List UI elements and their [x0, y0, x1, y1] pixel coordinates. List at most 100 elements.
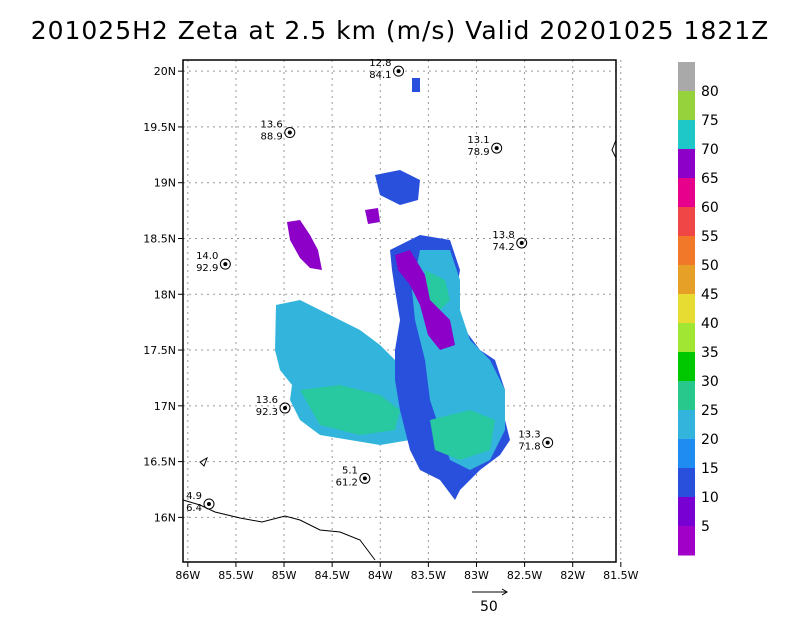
station-marker-inner [362, 476, 367, 481]
station-top-value: 13.3 [518, 430, 540, 441]
station-top-value: 13.1 [467, 135, 489, 146]
colorbar-swatch [678, 410, 695, 440]
station-bottom-value: 92.9 [196, 263, 218, 274]
coastline [182, 139, 617, 561]
colorbar-swatch [678, 62, 695, 92]
station-marker-outer [279, 402, 291, 414]
x-tick-label: 85.5W [218, 569, 253, 582]
station-marker-inner [545, 440, 550, 445]
colorbar-swatch [678, 497, 695, 527]
colorbar-label: 70 [701, 142, 719, 158]
y-tick-label: 18.5N [143, 232, 176, 245]
x-tick-label: 84W [368, 569, 393, 582]
station-top-value: 13.8 [492, 230, 514, 241]
station-marker-inner [282, 406, 287, 411]
station-bottom-value: 61.2 [336, 477, 358, 488]
station-plot: 12.884.1 [369, 58, 405, 81]
colorbar-label: 80 [701, 84, 719, 100]
station-plot: 13.874.2 [492, 230, 528, 253]
station-top-value: 4.9 [186, 491, 202, 502]
station-marker-inner [519, 240, 524, 245]
station-bottom-value: 74.2 [492, 242, 514, 253]
station-marker-inner [396, 69, 401, 74]
station-plot: 13.178.9 [467, 135, 503, 158]
station-marker-outer [516, 237, 528, 249]
colorbar-label: 45 [701, 287, 719, 303]
station-bottom-value: 88.9 [261, 132, 283, 143]
x-tick-label: 86W [175, 569, 200, 582]
station-marker-outer [219, 258, 231, 270]
station-marker-outer [284, 127, 296, 139]
chart-title: 201025H2 Zeta at 2.5 km (m/s) Valid 2020… [30, 16, 770, 45]
colorbar-label: 30 [701, 374, 719, 390]
colorbar-swatch [678, 265, 695, 295]
island-coastline [199, 456, 208, 467]
colorbar-swatch [678, 91, 695, 121]
station-marker-outer [203, 498, 215, 510]
colorbar-swatch [678, 439, 695, 469]
station-marker-outer [491, 142, 503, 154]
colorbar-swatch [678, 178, 695, 208]
colorbar-label: 35 [701, 345, 719, 361]
y-tick-label: 16N [154, 511, 176, 524]
station-marker-outer [542, 437, 554, 449]
latitude-ticks: 20N 19.5N 19N 18.5N 18N 17.5N 17N 16.5N 16N [143, 65, 183, 524]
wind-field-region-teal [425, 270, 450, 310]
wind-field-island-top [412, 78, 420, 92]
colorbar-swatch [678, 294, 695, 324]
longitude-ticks: 86W 85.5W 85W 84.5W 84W 83.5W 83W 82.5W 82W 81.5W [175, 562, 639, 582]
colorbar-swatch [678, 526, 695, 556]
colorbar-swatch [678, 381, 695, 411]
station-bottom-value: 84.1 [369, 70, 391, 81]
y-tick-label: 19.5N [143, 121, 176, 134]
colorbar-label: 50 [701, 258, 719, 274]
station-plots: 12.884.113.688.9 13.178.913.874.214.092.9… [186, 58, 554, 514]
station-plot: 13.371.8 [518, 430, 554, 453]
wind-speed-field [275, 78, 510, 500]
station-bottom-value: 71.8 [518, 442, 540, 453]
colorbar-swatch [678, 149, 695, 179]
wind-field-region-cyan [300, 385, 400, 435]
jamaica-coastline-edge [611, 139, 617, 159]
colorbar-label: 20 [701, 432, 719, 448]
x-tick-label: 85W [272, 569, 297, 582]
wind-field-island-north [375, 170, 420, 205]
station-top-value: 13.6 [256, 395, 278, 406]
station-top-value: 12.8 [369, 58, 391, 69]
station-bottom-value: 78.9 [467, 147, 489, 158]
station-marker-outer [359, 472, 371, 484]
x-tick-label: 82W [560, 569, 585, 582]
station-top-value: 13.6 [261, 120, 283, 131]
colorbar-swatch [678, 352, 695, 382]
station-plot: 5.161.2 [336, 465, 371, 488]
colorbar-label: 15 [701, 461, 719, 477]
colorbar-label: 60 [701, 200, 719, 216]
station-marker-inner [494, 146, 499, 151]
station-bottom-value: 92.3 [256, 407, 278, 418]
y-tick-label: 20N [154, 65, 176, 78]
station-marker-inner [287, 130, 292, 135]
wind-field-region-green [430, 410, 495, 460]
station-top-value: 14.0 [196, 251, 218, 262]
station-top-value: 5.1 [342, 465, 358, 476]
y-tick-label: 17.5N [143, 344, 176, 357]
x-tick-label: 83.5W [411, 569, 446, 582]
y-tick-label: 19N [154, 177, 176, 190]
colorbar-swatch [678, 207, 695, 237]
y-tick-label: 17N [154, 400, 176, 413]
station-plot: 4.96.4 [186, 491, 215, 514]
y-tick-label: 18N [154, 288, 176, 301]
station-plot: 13.692.3 [256, 395, 291, 418]
colorbar-swatch [678, 323, 695, 353]
colorbar-label: 10 [701, 490, 719, 506]
colorbar-label: 55 [701, 229, 719, 245]
reference-vector: 50 [472, 588, 508, 615]
station-bottom-value: 6.4 [186, 503, 202, 514]
honduras-coastline [182, 499, 376, 561]
colorbar-swatch [678, 120, 695, 150]
reference-vector-label: 50 [480, 599, 498, 615]
station-plot: 13.688.9 [261, 120, 296, 143]
x-tick-label: 81.5W [603, 569, 638, 582]
colorbar-label: 5 [701, 519, 710, 535]
